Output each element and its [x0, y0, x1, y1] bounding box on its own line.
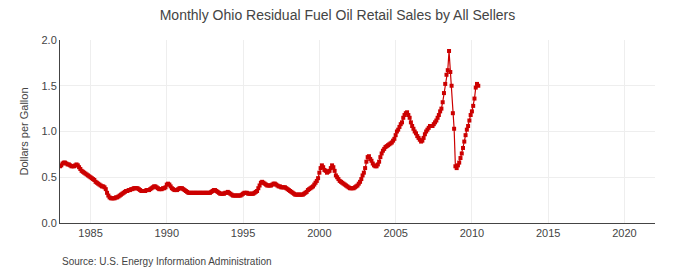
svg-text:2.0: 2.0: [42, 34, 57, 46]
svg-text:2005: 2005: [383, 227, 407, 239]
svg-text:2000: 2000: [307, 227, 331, 239]
svg-text:1.0: 1.0: [42, 125, 57, 137]
svg-text:1985: 1985: [78, 227, 102, 239]
svg-text:0.5: 0.5: [42, 171, 57, 183]
svg-text:1990: 1990: [155, 227, 179, 239]
svg-text:Monthly Ohio Residual Fuel Oil: Monthly Ohio Residual Fuel Oil Retail Sa…: [160, 7, 516, 23]
svg-text:1.5: 1.5: [42, 80, 57, 92]
svg-text:2020: 2020: [612, 227, 636, 239]
svg-text:Dollars per Gallon: Dollars per Gallon: [18, 87, 30, 175]
svg-text:1995: 1995: [231, 227, 255, 239]
svg-text:Source: U.S. Energy Informatio: Source: U.S. Energy Information Administ…: [62, 256, 272, 267]
svg-text:2015: 2015: [536, 227, 560, 239]
svg-text:0.0: 0.0: [42, 217, 57, 229]
svg-text:2010: 2010: [460, 227, 484, 239]
